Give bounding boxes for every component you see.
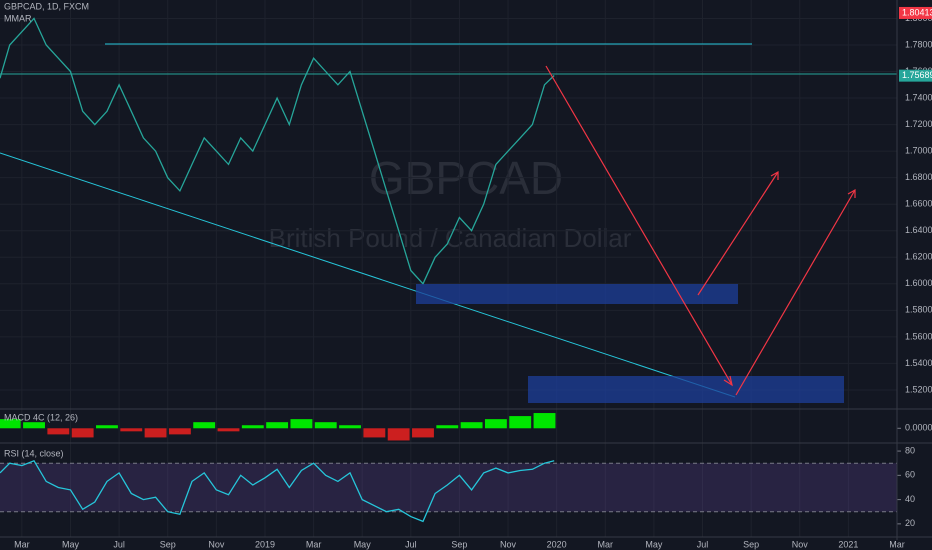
y-tick-label: 1.60000 — [905, 278, 932, 288]
trend-line — [0, 152, 736, 398]
x-tick-label: Mar — [14, 539, 30, 549]
x-tick-label: May — [645, 539, 663, 549]
price-tag-label: 1.75689 — [902, 70, 932, 80]
price-tag — [899, 69, 932, 82]
y-tick-label: 40 — [905, 494, 915, 504]
x-tick-label: Nov — [792, 539, 809, 549]
y-tick-label: 80 — [905, 445, 915, 455]
arrow-head — [770, 170, 779, 180]
y-tick-label: 1.70000 — [905, 146, 932, 156]
histogram-bar — [266, 422, 289, 429]
price-tag-label: 1.80413 — [902, 7, 932, 17]
x-tick-label: Mar — [889, 539, 905, 549]
x-tick-label: Nov — [208, 539, 225, 549]
y-tick-label: 1.64000 — [905, 225, 932, 235]
y-tick-label: 1.72000 — [905, 119, 932, 129]
y-tick-label: 0.00000 — [905, 423, 932, 433]
rsi-band — [0, 463, 897, 512]
histogram-bar — [533, 413, 556, 429]
histogram-bar — [509, 416, 532, 429]
y-tick-label: 1.74000 — [905, 92, 932, 102]
histogram-bar — [241, 425, 264, 429]
x-tick-label: Mar — [306, 539, 322, 549]
y-tick-label: 1.68000 — [905, 172, 932, 182]
x-tick-label: Sep — [743, 539, 759, 549]
histogram-bar — [0, 419, 21, 429]
y-tick-label: 1.62000 — [905, 252, 932, 262]
rsi-title: RSI (14, close) — [4, 448, 64, 458]
macd-title: MACD 4C (12, 26) — [4, 412, 78, 422]
histogram-bar — [168, 428, 191, 435]
histogram-bar — [387, 428, 410, 441]
symbol-title: GBPCAD, 1D, FXCM — [4, 1, 89, 11]
x-tick-label: Nov — [500, 539, 517, 549]
histogram-bar — [436, 425, 459, 429]
y-tick-label: 1.66000 — [905, 199, 932, 209]
drawings — [0, 43, 897, 403]
series-line — [0, 17, 555, 285]
x-tick-label: Mar — [598, 539, 614, 549]
zone-box — [528, 376, 844, 403]
x-tick-label: 2020 — [547, 539, 567, 549]
price-tag — [899, 6, 932, 19]
histogram-bar — [290, 419, 313, 429]
histogram-bar — [193, 422, 216, 429]
series-line — [0, 459, 555, 523]
histogram-bar — [314, 422, 337, 429]
histogram-bar — [71, 428, 94, 438]
histogram-bar — [339, 425, 361, 429]
histogram-bar — [363, 428, 386, 438]
y-tick-label: 1.52000 — [905, 384, 932, 394]
y-tick-label: 20 — [905, 518, 915, 528]
x-tick-label: Sep — [160, 539, 176, 549]
arrow-head — [847, 188, 856, 198]
y-tick-label: 60 — [905, 470, 915, 480]
x-tick-label: 2019 — [255, 539, 275, 549]
x-tick-label: 2021 — [838, 539, 858, 549]
histogram-bar — [47, 428, 70, 435]
histogram-bar — [144, 428, 167, 438]
histogram-bar — [460, 422, 483, 429]
zone-box — [416, 284, 738, 304]
histogram-bar — [120, 428, 143, 432]
y-tick-label: 1.56000 — [905, 331, 932, 341]
histogram-bar — [217, 428, 240, 432]
x-tick-label: Jul — [405, 539, 417, 549]
arrow — [735, 189, 856, 396]
x-tick-label: Jul — [113, 539, 125, 549]
x-tick-label: Jul — [697, 539, 709, 549]
arrow — [545, 65, 733, 386]
y-tick-label: 1.54000 — [905, 358, 932, 368]
x-tick-label: May — [354, 539, 372, 549]
arrow — [697, 171, 779, 296]
histogram-bar — [23, 422, 45, 429]
y-tick-label: 1.58000 — [905, 305, 932, 315]
x-tick-label: May — [62, 539, 80, 549]
arrow-head — [723, 375, 733, 387]
histogram-bar — [412, 428, 434, 438]
x-tick-label: Sep — [451, 539, 467, 549]
histogram-bar — [96, 425, 118, 429]
histogram-bar — [484, 419, 507, 429]
indicator-title: MMAR — [4, 13, 32, 23]
